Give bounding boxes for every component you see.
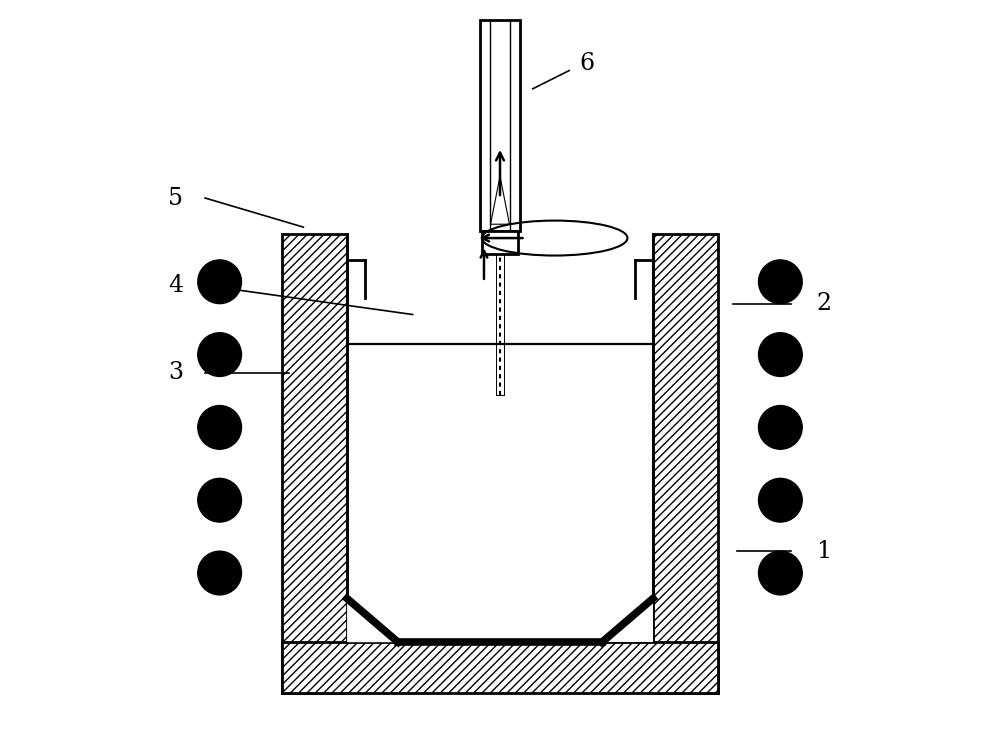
Circle shape [759,551,802,595]
Circle shape [198,333,241,376]
Circle shape [759,260,802,303]
Circle shape [759,478,802,522]
Polygon shape [480,20,520,231]
Circle shape [759,333,802,376]
Polygon shape [282,235,347,693]
Polygon shape [347,599,398,643]
Text: 6: 6 [580,52,595,75]
Text: 1: 1 [816,539,832,563]
Polygon shape [602,599,653,643]
Text: 3: 3 [168,361,183,385]
Text: 2: 2 [816,292,832,315]
Circle shape [198,406,241,450]
Text: 4: 4 [168,274,184,297]
Circle shape [759,406,802,450]
Polygon shape [482,231,518,254]
Text: 5: 5 [168,186,183,210]
Polygon shape [491,176,509,224]
Circle shape [198,260,241,303]
Circle shape [198,551,241,595]
Circle shape [198,478,241,522]
Polygon shape [653,235,718,693]
Polygon shape [282,643,718,693]
